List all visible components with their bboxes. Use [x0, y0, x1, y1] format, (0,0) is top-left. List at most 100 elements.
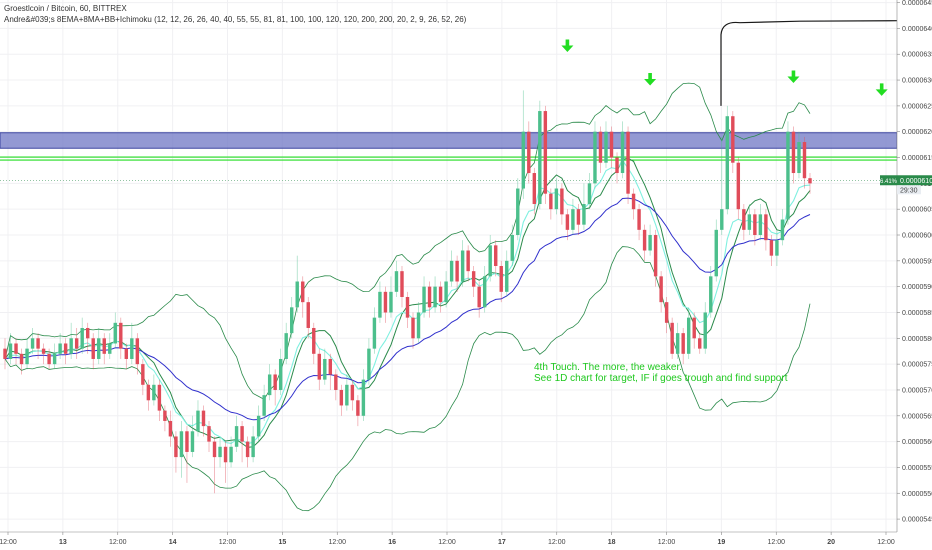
resistance-zone — [0, 132, 898, 181]
chart-grid — [0, 0, 897, 532]
candle-body — [80, 327, 84, 349]
candle-body — [703, 312, 707, 349]
candle-body — [405, 296, 410, 318]
candle-body — [582, 204, 586, 225]
price-badge-label: 0.00006106 — [900, 178, 932, 185]
note-line-2: See 1D chart for target, IF if goes trou… — [534, 373, 788, 384]
candle-body — [775, 240, 779, 256]
candle-body — [455, 260, 459, 282]
time-axis: 12:00 13 12:00 14 12:00 15 12:00 16 12:00 17 12:00… — [0, 531, 897, 546]
y-tick-label: 0.00006200 — [902, 129, 932, 136]
price-badge — [897, 175, 932, 186]
candle-body — [593, 131, 597, 184]
candle-body — [146, 384, 151, 401]
candle-body — [383, 291, 388, 313]
candle-body — [256, 415, 261, 437]
x-tick-label: 18 — [608, 539, 616, 546]
change-badge — [880, 175, 897, 186]
candle-body — [516, 188, 520, 236]
x-tick-label: 19 — [717, 539, 725, 546]
candle-body — [361, 379, 366, 416]
candle-body — [521, 131, 525, 189]
indicator-legend: Andre&#039;s 8EMA+8MA+BB+Ichimoku (12, 1… — [4, 15, 467, 24]
candle-body — [709, 276, 713, 313]
candle-body — [725, 116, 730, 210]
y-tick-label: 0.00005900 — [902, 284, 932, 291]
y-tick-label: 0.00005500 — [902, 491, 932, 498]
candle-body — [422, 286, 426, 313]
candle-body — [278, 358, 283, 390]
candle-body — [3, 348, 7, 359]
candle-body — [560, 188, 564, 215]
candle-body — [411, 317, 415, 339]
candle-body — [791, 131, 796, 174]
candle-body — [615, 157, 619, 174]
candle-body — [91, 338, 95, 359]
candle-body — [36, 338, 40, 349]
candle-body — [620, 131, 625, 174]
y-tick-label: 0.00005850 — [902, 310, 932, 317]
price-axis-bg — [897, 0, 932, 550]
candle-body — [692, 317, 696, 339]
y-tick-label: 0.00005700 — [902, 387, 932, 394]
candle-body — [609, 131, 614, 158]
candle-body — [157, 384, 162, 411]
candle-body — [367, 348, 371, 380]
candle-body — [505, 260, 509, 292]
candle-body — [141, 364, 145, 385]
candles — [3, 90, 812, 494]
candle-body — [124, 348, 129, 359]
change-badge-label: 6.41% — [880, 179, 898, 185]
candle-body — [543, 111, 548, 194]
candle-body — [460, 250, 465, 282]
candle-body — [433, 286, 437, 308]
candle-body — [63, 343, 68, 354]
candle-body — [394, 271, 399, 292]
down-arrow-icon — [875, 83, 888, 96]
candle-body — [742, 209, 746, 230]
candle-body — [400, 271, 404, 297]
candle-body — [328, 358, 333, 375]
candle-body — [587, 183, 592, 205]
candle-body — [350, 384, 355, 401]
y-tick-label: 0.00006000 — [902, 233, 932, 240]
candle-body — [52, 353, 57, 365]
candle-body — [538, 111, 542, 205]
symbol-title: Groestlcoin / Bitcoin, 60, BITTREX — [4, 4, 127, 13]
y-tick-label: 0.00006250 — [902, 103, 932, 110]
candle-body — [477, 286, 481, 308]
candle-body — [174, 436, 178, 458]
arrows — [561, 39, 888, 96]
candle-body — [598, 131, 603, 163]
x-tick-label: 12:00 — [328, 539, 346, 546]
candle-body — [786, 131, 790, 220]
candle-body — [69, 338, 73, 354]
x-tick-label: 12:00 — [877, 539, 895, 546]
candle-body — [427, 286, 432, 308]
candle-body — [499, 266, 503, 292]
candle-body — [229, 446, 233, 463]
candle-body — [471, 271, 476, 287]
candle-body — [152, 384, 156, 401]
candle-body — [372, 317, 377, 349]
candle-body — [74, 338, 79, 349]
candle-body — [753, 214, 757, 236]
candle-body — [653, 235, 658, 277]
candle-body — [130, 338, 134, 359]
candle-body — [19, 353, 24, 365]
y-tick-label: 0.00005950 — [902, 258, 932, 265]
x-tick-label: 12:00 — [219, 539, 237, 546]
candle-body — [179, 431, 184, 458]
candle-body — [604, 131, 608, 163]
y-tick-label: 0.00006450 — [902, 0, 932, 7]
candle-body — [25, 348, 29, 365]
y-tick-label: 0.00005600 — [902, 439, 932, 446]
countdown-label: 29:30 — [900, 187, 918, 194]
candle-body — [378, 291, 382, 318]
candle-body — [201, 410, 206, 427]
candle-body — [571, 209, 575, 230]
candle-body — [686, 317, 691, 354]
candle-body — [113, 322, 117, 344]
candle-body — [339, 389, 344, 406]
